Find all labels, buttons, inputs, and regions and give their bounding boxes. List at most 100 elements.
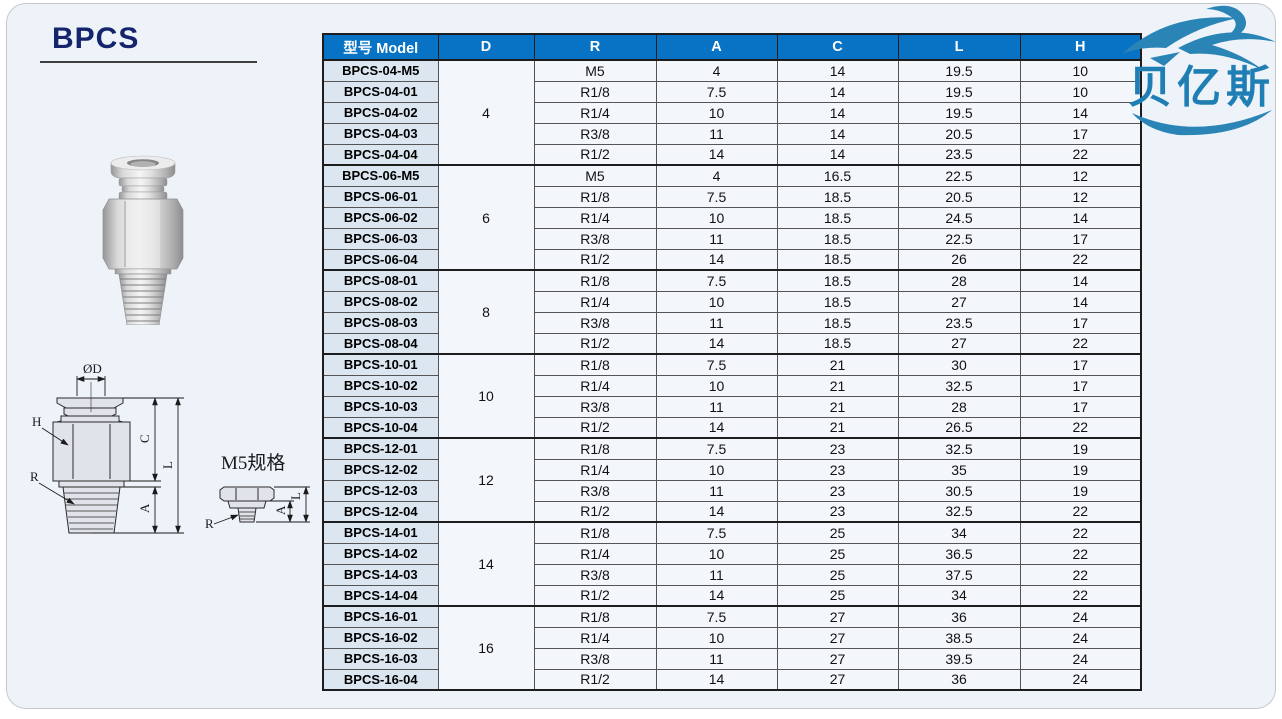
model-cell: BPCS-16-04 (322, 668, 439, 691)
value-cell-h: 22 (1019, 416, 1142, 439)
model-cell: BPCS-06-03 (322, 227, 439, 250)
value-cell-h: 12 (1019, 185, 1142, 208)
value-cell-r: R1/2 (533, 416, 657, 439)
value-cell-a: 7.5 (655, 437, 778, 460)
value-cell-c: 18.5 (776, 206, 899, 229)
model-cell: BPCS-10-02 (322, 374, 439, 397)
value-cell-r: R1/4 (533, 374, 657, 397)
value-cell-c: 18.5 (776, 248, 899, 271)
m5-dimension-lines (213, 486, 310, 525)
value-cell-l: 22.5 (897, 227, 1021, 250)
value-cell-l: 20.5 (897, 122, 1021, 145)
logo-swoosh-top-icon (1122, 5, 1276, 70)
value-cell-r: R1/8 (533, 605, 657, 628)
value-cell-l: 23.5 (897, 311, 1021, 334)
dim-label-c: C (137, 434, 152, 443)
fitting-photo-shape (102, 155, 184, 325)
d-group-cell: 4 (437, 59, 535, 166)
value-cell-a: 7.5 (655, 80, 778, 103)
spec-table-container: 型号 Model D R A C L H BPCS-04-M5 4 M5 4 14 19.5 10 BPC… (322, 33, 1142, 691)
column-header-4: C (776, 33, 899, 61)
brand-text: 贝亿斯 (1128, 63, 1275, 112)
column-header-2: R (533, 33, 657, 61)
value-cell-l: 27 (897, 332, 1021, 355)
value-cell-h: 17 (1019, 311, 1142, 334)
value-cell-h: 19 (1019, 479, 1142, 502)
value-cell-r: R3/8 (533, 311, 657, 334)
value-cell-l: 24.5 (897, 206, 1021, 229)
value-cell-r: M5 (533, 59, 657, 82)
value-cell-h: 24 (1019, 647, 1142, 670)
dim-label-a: A (137, 503, 152, 513)
value-cell-c: 18.5 (776, 185, 899, 208)
value-cell-a: 10 (655, 458, 778, 481)
value-cell-a: 14 (655, 416, 778, 439)
value-cell-c: 23 (776, 479, 899, 502)
value-cell-h: 19 (1019, 437, 1142, 460)
table-row: BPCS-04-M5 4 M5 4 14 19.5 10 (322, 59, 1142, 166)
value-cell-l: 35 (897, 458, 1021, 481)
value-cell-h: 17 (1019, 353, 1142, 376)
brand-logo: 贝亿斯 (1122, 5, 1276, 136)
value-cell-r: R1/2 (533, 584, 657, 607)
m5-dim-label-a: A (273, 505, 288, 515)
d-group-cell: 6 (437, 164, 535, 271)
value-cell-h: 22 (1019, 584, 1142, 607)
table-row: BPCS-16-04 R1/2 14 27 36 24 (322, 668, 1142, 691)
value-cell-l: 32.5 (897, 437, 1021, 460)
value-cell-a: 7.5 (655, 521, 778, 544)
value-cell-l: 32.5 (897, 374, 1021, 397)
value-cell-r: R3/8 (533, 122, 657, 145)
value-cell-c: 27 (776, 647, 899, 670)
value-cell-h: 14 (1019, 101, 1142, 124)
value-cell-r: R3/8 (533, 563, 657, 586)
value-cell-h: 22 (1019, 542, 1142, 565)
value-cell-c: 23 (776, 500, 899, 523)
title-underline (40, 61, 257, 63)
column-header-6: H (1019, 33, 1142, 61)
value-cell-r: R1/4 (533, 542, 657, 565)
value-cell-l: 19.5 (897, 59, 1021, 82)
value-cell-r: R1/4 (533, 290, 657, 313)
value-cell-h: 24 (1019, 668, 1142, 691)
table-row: BPCS-12-01 12 R1/8 7.5 23 32.5 19 (322, 437, 1142, 523)
value-cell-h: 10 (1019, 59, 1142, 82)
value-cell-h: 17 (1019, 122, 1142, 145)
table-row: BPCS-10-04 R1/2 14 21 26.5 22 (322, 416, 1142, 439)
value-cell-c: 14 (776, 122, 899, 145)
dim-label-l: L (160, 461, 175, 469)
value-cell-c: 16.5 (776, 164, 899, 187)
value-cell-a: 14 (655, 332, 778, 355)
value-cell-h: 17 (1019, 374, 1142, 397)
model-cell: BPCS-06-01 (322, 185, 439, 208)
d-group-cell: 14 (437, 521, 535, 607)
value-cell-a: 11 (655, 647, 778, 670)
value-cell-l: 19.5 (897, 80, 1021, 103)
value-cell-r: R1/4 (533, 101, 657, 124)
value-cell-c: 25 (776, 584, 899, 607)
value-cell-a: 10 (655, 290, 778, 313)
value-cell-a: 10 (655, 626, 778, 649)
value-cell-l: 23.5 (897, 143, 1021, 166)
model-cell: BPCS-16-01 (322, 605, 439, 628)
value-cell-h: 22 (1019, 143, 1142, 166)
value-cell-c: 21 (776, 353, 899, 376)
model-cell: BPCS-04-M5 (322, 59, 439, 82)
model-cell: BPCS-12-03 (322, 479, 439, 502)
value-cell-h: 24 (1019, 605, 1142, 628)
value-cell-a: 11 (655, 311, 778, 334)
table-row: BPCS-08-01 8 R1/8 7.5 18.5 28 14 (322, 269, 1142, 355)
value-cell-l: 26 (897, 248, 1021, 271)
table-row: BPCS-16-03 R3/8 11 27 39.5 24 (322, 647, 1142, 670)
table-row: BPCS-16-01 16 R1/8 7.5 27 36 24 (322, 605, 1142, 691)
value-cell-l: 26.5 (897, 416, 1021, 439)
value-cell-a: 11 (655, 227, 778, 250)
value-cell-r: R3/8 (533, 227, 657, 250)
value-cell-a: 7.5 (655, 269, 778, 292)
model-cell: BPCS-08-04 (322, 332, 439, 355)
value-cell-c: 23 (776, 458, 899, 481)
main-fitting-outline (52, 382, 131, 534)
dimension-drawing: ØD H R C L A M5规格 L A R (30, 361, 310, 534)
column-header-3: A (655, 33, 778, 61)
